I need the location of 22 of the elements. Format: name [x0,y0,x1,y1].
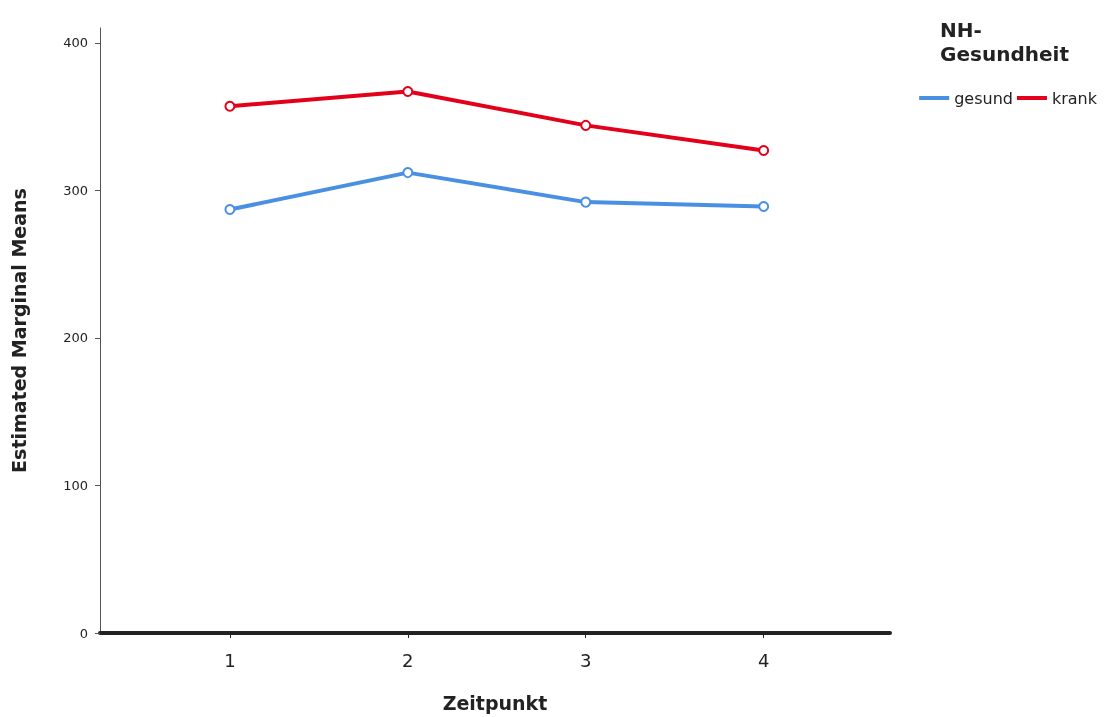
point [402,167,414,179]
legend-label: gesund [954,88,1013,108]
x-tick-label: 4 [757,649,770,671]
x-tick-label: 3 [580,649,592,671]
y-axis-title: Estimated Marginal Means [7,188,30,473]
y-tick-label: 200 [63,330,88,346]
legend-title: NH-Gesundheit [940,18,1070,66]
point [224,204,236,215]
point [580,196,592,208]
y-tick-label: 100 [63,477,88,493]
legend-label: krank [1051,88,1098,108]
point [224,100,236,112]
point [580,119,592,131]
x-tick-label: 2 [402,649,414,671]
y-tick-label: 300 [63,182,88,198]
point [758,144,770,156]
x-axis-title: Zeitpunkt [442,691,548,714]
point [758,201,770,213]
y-tick-label: 0 [79,625,88,641]
point [402,85,414,97]
y-tick-label: 400 [63,35,88,51]
x-tick-label: 1 [224,649,236,671]
